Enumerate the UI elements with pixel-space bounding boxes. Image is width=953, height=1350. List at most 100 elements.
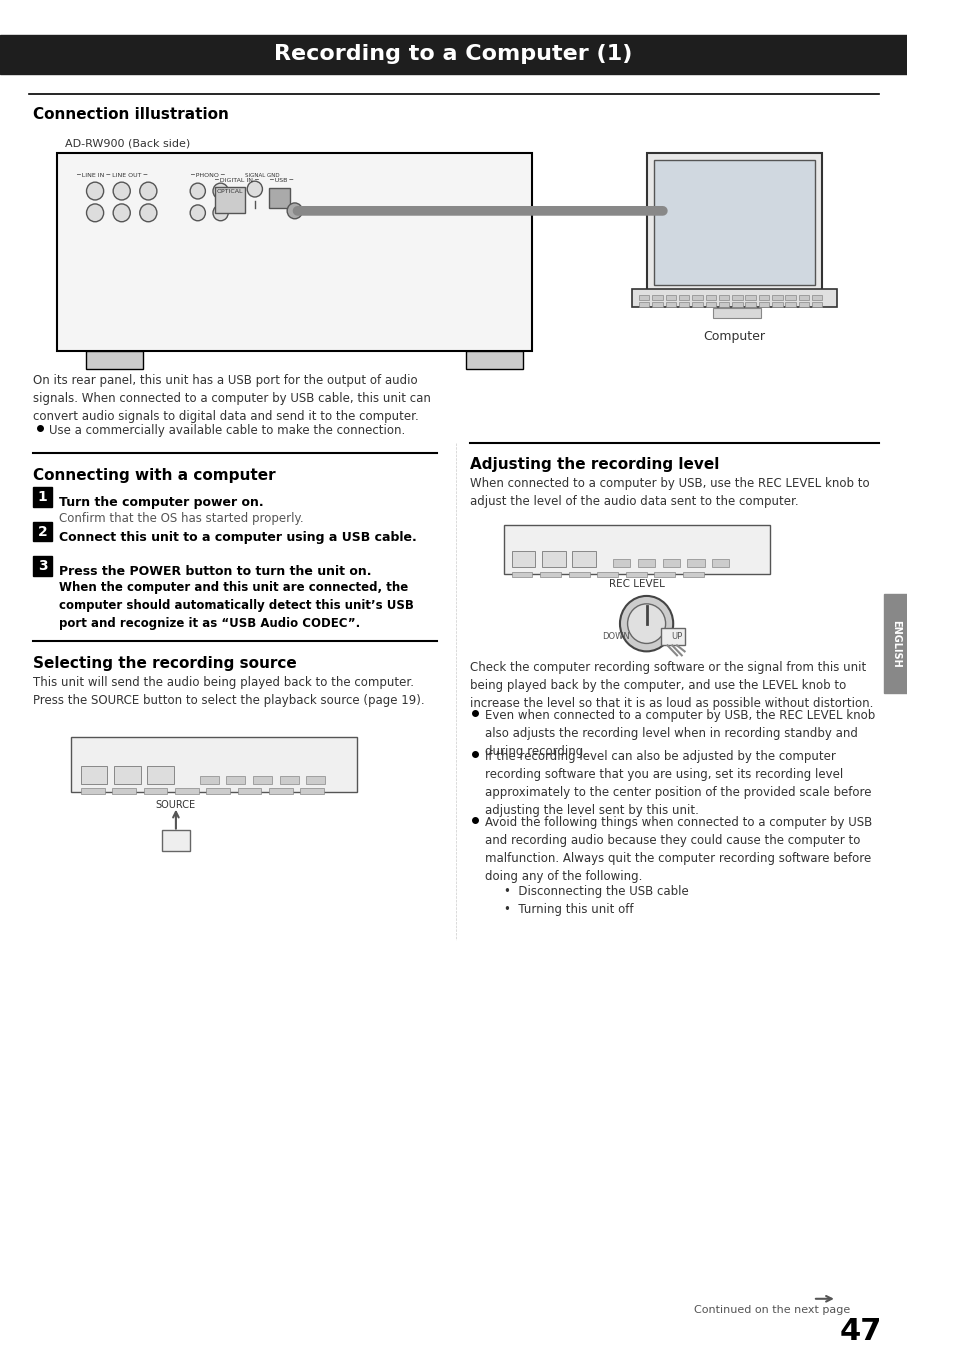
Bar bbox=[568, 572, 589, 578]
Bar bbox=[33, 556, 52, 576]
Bar bbox=[269, 188, 290, 208]
Text: Even when connected to a computer by USB, the REC LEVEL knob
also adjusts the re: Even when connected to a computer by USB… bbox=[484, 709, 874, 757]
Bar bbox=[71, 737, 356, 792]
Text: ─ PHONO ─: ─ PHONO ─ bbox=[190, 173, 225, 178]
Text: When connected to a computer by USB, use the REC LEVEL knob to
adjust the level : When connected to a computer by USB, use… bbox=[469, 477, 868, 508]
Bar bbox=[662, 559, 679, 567]
Bar bbox=[682, 572, 703, 578]
Bar bbox=[811, 302, 821, 306]
Bar bbox=[597, 572, 618, 578]
Bar bbox=[660, 628, 684, 645]
Bar bbox=[161, 829, 190, 852]
Bar bbox=[279, 776, 298, 784]
Text: 47: 47 bbox=[839, 1316, 881, 1346]
Text: UP: UP bbox=[671, 632, 682, 640]
Bar bbox=[465, 351, 522, 370]
Text: ─ DIGITAL IN ─: ─ DIGITAL IN ─ bbox=[213, 178, 258, 184]
Bar bbox=[86, 351, 143, 370]
Bar bbox=[639, 302, 649, 306]
Text: If the recording level can also be adjusted by the computer
recording software t: If the recording level can also be adjus… bbox=[484, 751, 870, 817]
Bar bbox=[758, 296, 768, 300]
Text: DOWN: DOWN bbox=[601, 632, 629, 640]
Bar bbox=[144, 788, 167, 794]
Text: ─ LINE IN ─ LINE OUT ─: ─ LINE IN ─ LINE OUT ─ bbox=[76, 173, 147, 178]
Circle shape bbox=[87, 182, 104, 200]
Bar bbox=[713, 308, 760, 317]
Bar bbox=[719, 302, 728, 306]
Bar bbox=[503, 525, 769, 574]
Text: SOURCE: SOURCE bbox=[155, 799, 195, 810]
Bar bbox=[57, 154, 532, 351]
Bar bbox=[687, 559, 704, 567]
Bar bbox=[646, 154, 821, 292]
Circle shape bbox=[213, 205, 228, 221]
Bar bbox=[237, 788, 261, 794]
Text: Selecting the recording source: Selecting the recording source bbox=[33, 656, 296, 671]
Text: Adjusting the recording level: Adjusting the recording level bbox=[469, 458, 719, 472]
Bar bbox=[33, 487, 52, 506]
Text: When the computer and this unit are connected, the
computer should automatically: When the computer and this unit are conn… bbox=[59, 580, 414, 630]
Text: Continued on the next page: Continued on the next page bbox=[694, 1304, 849, 1315]
Text: 2: 2 bbox=[38, 525, 48, 539]
Bar bbox=[174, 788, 198, 794]
Text: On its rear panel, this unit has a USB port for the output of audio
signals. Whe: On its rear panel, this unit has a USB p… bbox=[33, 374, 431, 423]
Text: 3: 3 bbox=[38, 559, 48, 574]
Text: Connection illustration: Connection illustration bbox=[33, 107, 229, 122]
Bar bbox=[679, 296, 689, 300]
Text: Connect this unit to a computer using a USB cable.: Connect this unit to a computer using a … bbox=[59, 531, 416, 544]
Text: Turn the computer power on.: Turn the computer power on. bbox=[59, 495, 263, 509]
Text: SIGNAL GND: SIGNAL GND bbox=[245, 173, 279, 178]
Bar bbox=[0, 35, 906, 74]
Bar bbox=[731, 296, 741, 300]
Bar bbox=[511, 551, 535, 567]
Bar bbox=[731, 302, 741, 306]
Text: Confirm that the OS has started properly.: Confirm that the OS has started properly… bbox=[59, 512, 303, 525]
Bar bbox=[744, 296, 755, 300]
Bar bbox=[679, 302, 689, 306]
Text: Computer: Computer bbox=[702, 329, 764, 343]
Text: 1: 1 bbox=[38, 490, 48, 504]
Bar bbox=[300, 788, 324, 794]
Bar bbox=[541, 551, 565, 567]
Bar bbox=[199, 776, 218, 784]
Circle shape bbox=[619, 595, 673, 651]
Bar bbox=[719, 296, 728, 300]
Text: •  Turning this unit off: • Turning this unit off bbox=[503, 903, 633, 915]
Bar bbox=[572, 551, 596, 567]
Bar bbox=[639, 296, 649, 300]
Bar bbox=[269, 788, 293, 794]
Text: Press the POWER button to turn the unit on.: Press the POWER button to turn the unit … bbox=[59, 566, 371, 578]
Text: ─ USB ─: ─ USB ─ bbox=[269, 178, 293, 184]
Circle shape bbox=[627, 603, 665, 644]
Bar bbox=[652, 296, 662, 300]
Circle shape bbox=[287, 202, 302, 219]
Text: AD-RW900 (Back side): AD-RW900 (Back side) bbox=[65, 139, 190, 148]
Bar bbox=[665, 302, 676, 306]
Bar bbox=[744, 302, 755, 306]
Bar bbox=[613, 559, 630, 567]
Bar bbox=[771, 302, 781, 306]
Circle shape bbox=[113, 204, 131, 221]
Bar bbox=[705, 302, 716, 306]
Bar bbox=[665, 296, 676, 300]
Bar bbox=[81, 788, 105, 794]
Circle shape bbox=[140, 204, 156, 221]
Bar bbox=[81, 767, 108, 784]
Bar bbox=[712, 559, 728, 567]
Bar bbox=[692, 302, 702, 306]
Bar bbox=[705, 296, 716, 300]
Circle shape bbox=[659, 204, 672, 217]
Bar bbox=[771, 296, 781, 300]
Bar bbox=[253, 776, 272, 784]
Text: Check the computer recording software or the signal from this unit
being played : Check the computer recording software or… bbox=[469, 662, 872, 710]
Text: OPTICAL: OPTICAL bbox=[216, 189, 243, 194]
Circle shape bbox=[140, 182, 156, 200]
Bar bbox=[654, 572, 675, 578]
Bar bbox=[638, 559, 655, 567]
Bar bbox=[214, 188, 245, 213]
Bar bbox=[114, 767, 141, 784]
Text: REC LEVEL: REC LEVEL bbox=[609, 579, 664, 589]
Bar bbox=[33, 521, 52, 541]
Bar bbox=[784, 302, 795, 306]
Bar bbox=[112, 788, 136, 794]
